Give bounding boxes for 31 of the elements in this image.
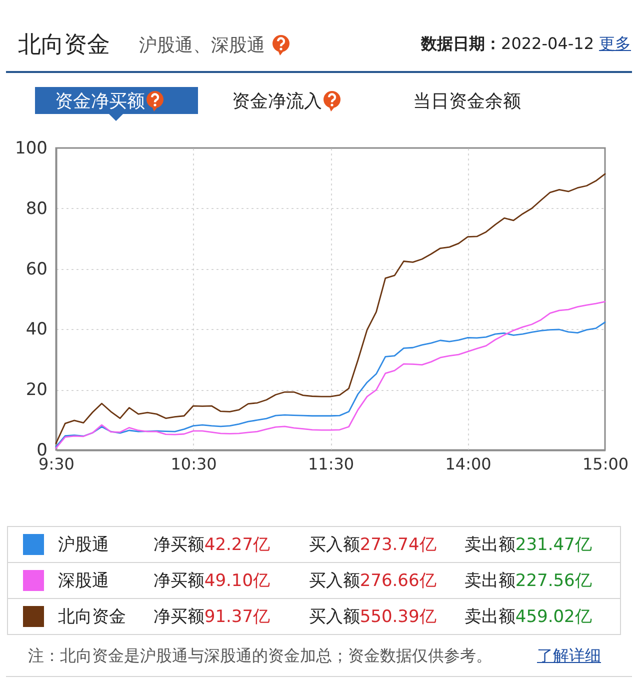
legend-label: 北向资金 [58, 598, 154, 634]
text: 卖出额227.56亿 [464, 571, 592, 591]
text: 注：北向资金是沪股通与深股通的资金加总；资金数据仅供参考。 [28, 646, 492, 667]
y-tick-label: 20 [26, 380, 48, 400]
x-tick-label: 11:30 [308, 454, 354, 474]
y-tick-label: 60 [26, 259, 48, 280]
text: 资金净流入 [232, 91, 322, 112]
text: 卖出额459.02亿 [464, 607, 592, 627]
text: 更多 [599, 34, 631, 53]
text: 净买额49.10亿 [153, 571, 270, 591]
legend-label: 沪股通 [58, 526, 154, 562]
text: 当日资金余额 [413, 91, 521, 112]
x-tick-label: 15:00 [582, 454, 629, 474]
text: 净买额91.37亿 [153, 607, 270, 627]
y-tick-label: 40 [26, 320, 48, 340]
legend-label: 深股通 [58, 562, 154, 598]
chart-title: 北向资金 [18, 31, 110, 60]
text: 数据日期：2022-04-12 [421, 34, 594, 53]
text: 买入额273.74亿 [308, 535, 436, 555]
text: 资金净买额 [55, 91, 145, 112]
x-tick-label: 10:30 [170, 454, 217, 474]
text: 净买额42.27亿 [153, 535, 270, 555]
text: 买入额276.66亿 [308, 571, 436, 591]
text: 卖出额231.47亿 [464, 535, 592, 555]
y-tick-label: 80 [26, 198, 48, 219]
text: 了解详细 [537, 646, 601, 667]
x-tick-label: 14:00 [445, 454, 492, 474]
y-tick-label: 100 [15, 138, 48, 158]
text: 买入额550.39亿 [308, 607, 436, 627]
chart-subtitle: 沪股通、深股通 [139, 35, 265, 56]
line-series [55, 173, 606, 444]
